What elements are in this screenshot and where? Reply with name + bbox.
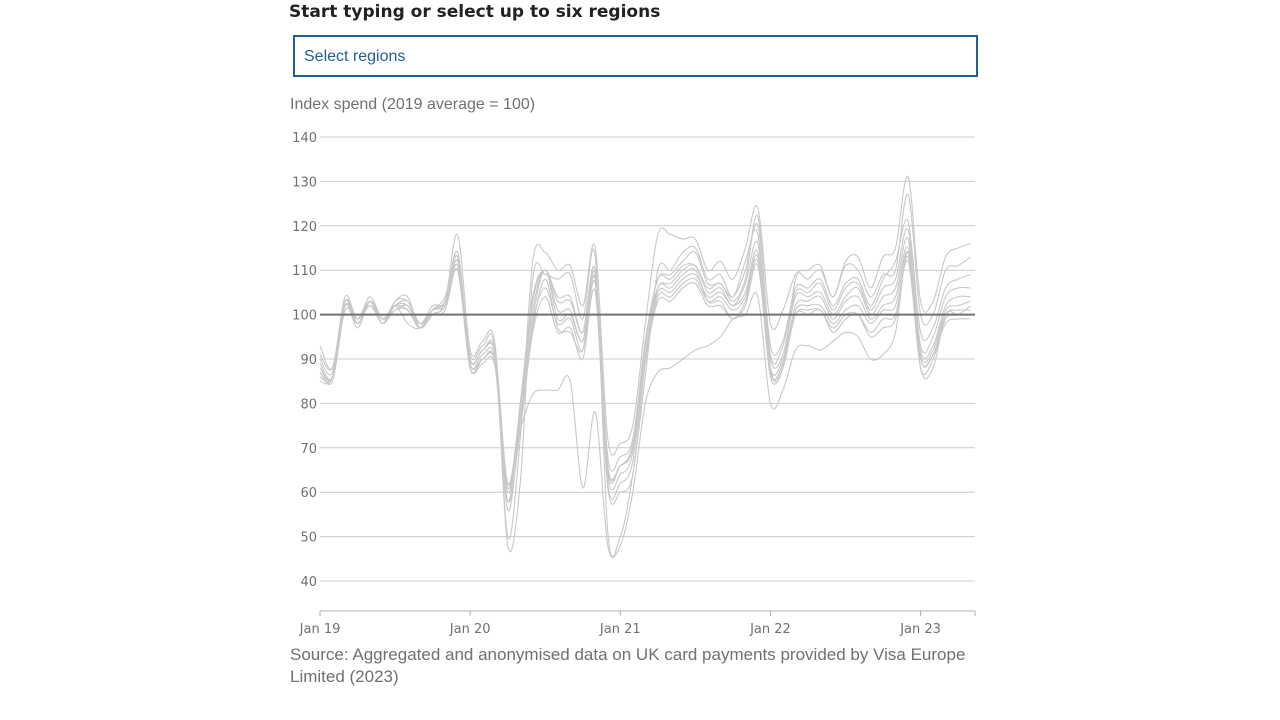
y-tick-label: 90 [300,353,317,368]
region-series-line [319,194,971,558]
x-tick-label: Jan 23 [899,622,941,637]
y-tick-label: 110 [292,264,317,279]
region-series-line [319,214,971,485]
source-note: Source: Aggregated and anonymised data o… [290,645,966,686]
y-tick-label: 120 [292,220,317,235]
y-tick-label: 140 [292,131,317,146]
region-series-line [319,256,971,486]
chart-title: Index spend (2019 average = 100) [290,96,536,113]
x-tick-label: Jan 22 [749,622,791,637]
region-series-line [319,259,971,505]
y-tick-label: 50 [300,531,317,546]
y-tick-label: 40 [300,575,317,590]
y-tick-label: 60 [300,486,317,501]
x-tick-label: Jan 19 [299,622,341,637]
y-tick-label: 70 [300,442,317,457]
region-select-placeholder: Select regions [304,48,406,65]
line-chart: 40 50 60 70 80 90 100 110 120 130 140 Jan 19 Jan 20 J… [292,131,976,637]
y-tick-label: 130 [292,175,317,190]
region-select-label: Start typing or select up to six regions [289,2,661,22]
region-select-input[interactable]: Select regions [293,35,978,77]
y-tick-label: 80 [300,397,317,412]
x-tick-label: Jan 21 [599,622,641,637]
region-series-line [319,251,971,559]
x-tick-label: Jan 20 [449,622,491,637]
y-tick-label: 100 [292,309,317,324]
region-series-line [319,251,971,490]
